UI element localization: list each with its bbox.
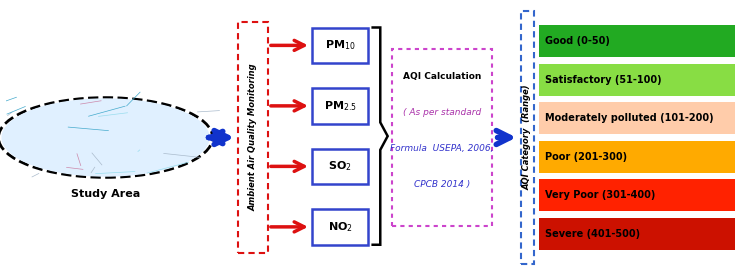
FancyBboxPatch shape [539,218,735,250]
Text: PM$_{2.5}$: PM$_{2.5}$ [324,99,356,113]
FancyArrowPatch shape [271,161,304,171]
Text: NO$_2$: NO$_2$ [328,220,353,234]
FancyBboxPatch shape [539,180,735,211]
Text: CPCB 2014 ): CPCB 2014 ) [414,180,470,189]
Text: Satisfactory (51-100): Satisfactory (51-100) [545,75,661,85]
FancyBboxPatch shape [539,103,735,134]
FancyBboxPatch shape [539,64,735,96]
FancyBboxPatch shape [539,141,735,173]
Text: AQI Calculation: AQI Calculation [402,73,481,81]
Text: SO$_2$: SO$_2$ [328,160,352,173]
Text: ( As per standard: ( As per standard [403,108,481,117]
FancyArrowPatch shape [213,131,228,144]
FancyBboxPatch shape [313,28,368,63]
FancyArrowPatch shape [271,40,304,50]
Text: Poor (201-300): Poor (201-300) [545,152,627,162]
Text: PM$_{10}$: PM$_{10}$ [325,39,356,52]
Text: Formula  USEPA, 2006,: Formula USEPA, 2006, [390,144,494,153]
FancyBboxPatch shape [313,209,368,245]
FancyArrowPatch shape [496,131,510,144]
Text: Very Poor (301-400): Very Poor (301-400) [545,190,655,200]
FancyBboxPatch shape [313,148,368,184]
Text: Severe (401-500): Severe (401-500) [545,229,640,239]
FancyBboxPatch shape [539,26,735,57]
Text: Moderately polluted (101-200): Moderately polluted (101-200) [545,113,713,123]
Text: Study Area: Study Area [71,189,140,199]
Circle shape [2,99,209,176]
FancyArrowPatch shape [271,222,304,232]
Text: Ambient Air Quality Monitoring: Ambient Air Quality Monitoring [248,64,257,211]
FancyBboxPatch shape [313,88,368,124]
FancyArrowPatch shape [271,101,304,111]
Text: AQI Category  (Range): AQI Category (Range) [522,85,532,190]
Text: Good (0-50): Good (0-50) [545,36,610,46]
